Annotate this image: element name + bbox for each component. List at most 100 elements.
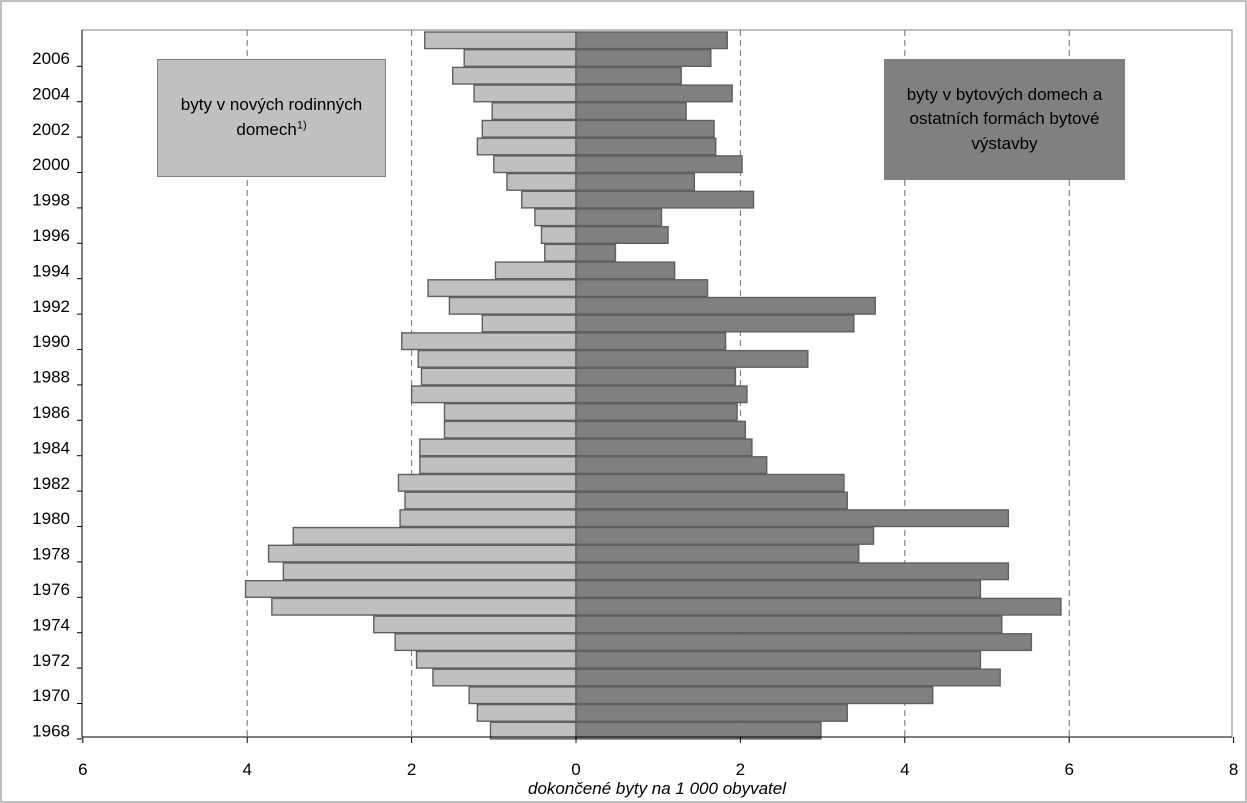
y-tick-label: 1972 <box>32 651 70 670</box>
bar-apartment-houses-1996 <box>575 225 669 244</box>
bar-family-houses-1999 <box>506 172 577 191</box>
bar-family-houses-1983 <box>419 456 577 475</box>
y-tick-label: 1970 <box>32 686 70 705</box>
bar-family-houses-2001 <box>476 137 577 156</box>
bar-family-houses-2004 <box>473 84 577 103</box>
bar-family-houses-1992 <box>448 296 577 315</box>
y-tick-label: 2004 <box>32 84 70 103</box>
y-tick-label: 2006 <box>32 49 70 68</box>
bar-family-houses-1986 <box>443 403 577 422</box>
bar-family-houses-1997 <box>534 208 577 227</box>
gridlines <box>246 30 1070 737</box>
bar-family-houses-1993 <box>427 279 577 298</box>
footnote-marker: 1) <box>296 119 307 132</box>
bar-family-houses-1976 <box>244 580 577 599</box>
bar-family-houses-1970 <box>468 686 577 705</box>
bar-family-houses-1990 <box>401 332 577 351</box>
bar-apartment-houses-2007 <box>575 31 728 50</box>
bar-apartment-houses-1999 <box>575 172 696 191</box>
y-tick-label: 2000 <box>32 155 70 174</box>
x-tick-label: 4 <box>900 760 909 779</box>
bar-apartment-houses-1983 <box>575 456 768 475</box>
x-tick-label: 6 <box>1064 760 1073 779</box>
y-tick-label: 1980 <box>32 509 70 528</box>
bar-family-houses-1978 <box>267 544 577 563</box>
bar-apartment-houses-2003 <box>575 102 687 121</box>
y-tick-label: 1992 <box>32 297 70 316</box>
bar-apartment-houses-2000 <box>575 155 743 174</box>
bar-family-houses-1988 <box>420 367 577 386</box>
bar-apartment-houses-1981 <box>575 491 848 510</box>
bar-apartment-houses-1973 <box>575 633 1033 652</box>
x-tick-label: 6 <box>78 760 87 779</box>
bar-family-houses-2006 <box>463 49 577 68</box>
bar-family-houses-1968 <box>489 721 577 740</box>
y-axis-ticks: 2006 2004 2002 2000 1998 1996 1994 1992 1990 1988… <box>32 49 82 741</box>
bar-family-houses-1969 <box>476 703 577 722</box>
y-tick-label: 1988 <box>32 368 70 387</box>
bars-family-houses <box>244 31 577 740</box>
y-tick-label: 1986 <box>32 403 70 422</box>
legend-apartment-houses: byty v bytových domech a ostatních formá… <box>884 59 1125 180</box>
bar-family-houses-1977 <box>282 562 577 581</box>
y-tick-label: 1990 <box>32 332 70 351</box>
bar-family-houses-1991 <box>481 314 577 333</box>
bar-apartment-houses-2006 <box>575 49 712 68</box>
bar-family-houses-1996 <box>540 225 577 244</box>
bar-family-houses-1971 <box>432 668 577 687</box>
y-tick-label: 1974 <box>32 615 70 634</box>
x-tick-label: 4 <box>242 760 251 779</box>
bar-family-houses-1994 <box>494 261 577 280</box>
bar-apartment-houses-1982 <box>575 473 845 492</box>
bar-apartment-houses-1972 <box>575 650 982 669</box>
y-tick-label: 1998 <box>32 191 70 210</box>
bar-apartment-houses-1977 <box>575 562 1010 581</box>
y-tick-label: 1976 <box>32 580 70 599</box>
bar-family-houses-2003 <box>491 102 577 121</box>
bar-apartment-houses-1985 <box>575 420 747 439</box>
bar-family-houses-2000 <box>493 155 577 174</box>
y-tick-label: 1978 <box>32 545 70 564</box>
bar-family-houses-1980 <box>399 509 577 528</box>
bar-family-houses-2002 <box>481 119 577 138</box>
bar-apartment-houses-1970 <box>575 686 934 705</box>
bar-family-houses-1987 <box>410 385 577 404</box>
y-tick-label: 1996 <box>32 226 70 245</box>
bar-apartment-houses-1990 <box>575 332 727 351</box>
bar-family-houses-1975 <box>271 597 577 616</box>
bar-apartment-houses-1997 <box>575 208 663 227</box>
x-axis-label: dokončené byty na 1 000 obyvatel <box>528 779 787 798</box>
y-tick-label: 1984 <box>32 438 70 457</box>
bar-apartment-houses-2001 <box>575 137 717 156</box>
legend-family-houses: byty v nových rodinných domech1) <box>157 59 386 177</box>
bar-apartment-houses-2005 <box>575 66 682 85</box>
bar-family-houses-1984 <box>419 438 577 457</box>
bar-apartment-houses-1980 <box>575 509 1010 528</box>
bar-family-houses-1982 <box>397 473 577 492</box>
legend-family-houses-label: byty v nových rodinných domech <box>180 95 363 139</box>
bar-apartment-houses-1971 <box>575 668 1001 687</box>
bar-apartment-houses-2004 <box>575 84 733 103</box>
bars-apartment-houses <box>575 31 1062 740</box>
bar-family-houses-1981 <box>404 491 577 510</box>
bar-apartment-houses-2002 <box>575 119 715 138</box>
bar-family-houses-1985 <box>443 420 577 439</box>
x-axis-ticks: 6 4 2 0 2 4 6 8 <box>78 737 1238 779</box>
bar-apartment-houses-1975 <box>575 597 1062 616</box>
bar-apartment-houses-1974 <box>575 615 1003 634</box>
x-tick-label: 0 <box>571 760 580 779</box>
bar-apartment-houses-1976 <box>575 580 982 599</box>
bar-apartment-houses-1986 <box>575 403 738 422</box>
x-tick-label: 2 <box>736 760 745 779</box>
y-tick-label: 2002 <box>32 120 70 139</box>
bar-family-houses-1989 <box>417 349 577 368</box>
bar-apartment-houses-1993 <box>575 279 709 298</box>
x-tick-label: 2 <box>407 760 416 779</box>
bar-apartment-houses-1978 <box>575 544 860 563</box>
bar-apartment-houses-1991 <box>575 314 855 333</box>
bar-apartment-houses-1987 <box>575 385 748 404</box>
bar-apartment-houses-1968 <box>575 721 822 740</box>
bar-family-houses-1974 <box>373 615 577 634</box>
y-tick-label: 1994 <box>32 261 70 280</box>
bar-apartment-houses-1979 <box>575 526 875 545</box>
